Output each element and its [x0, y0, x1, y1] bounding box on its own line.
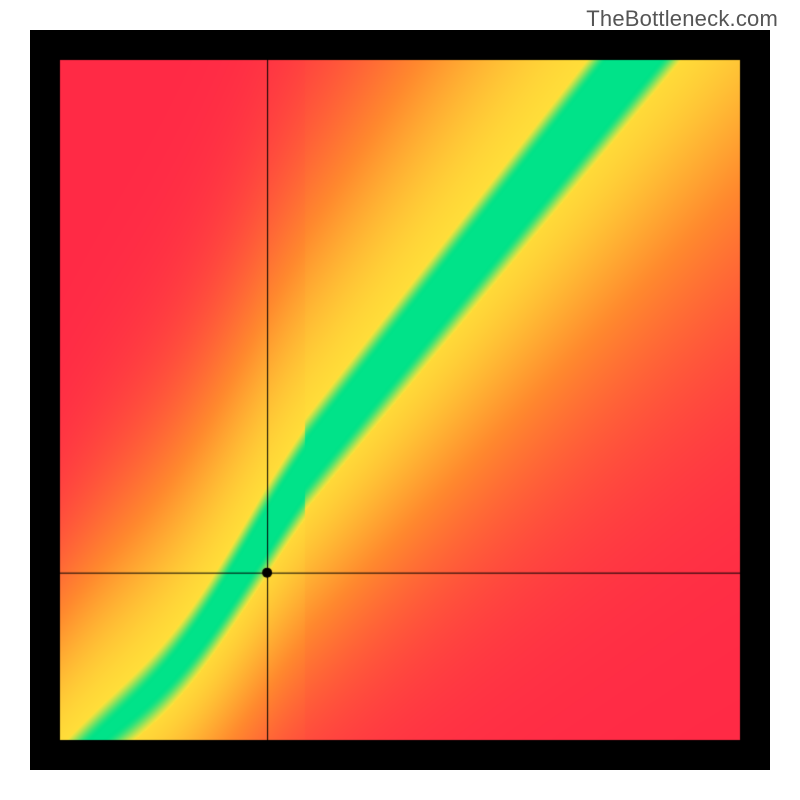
heatmap-plot: [30, 30, 770, 770]
watermark-text: TheBottleneck.com: [586, 6, 778, 32]
heatmap-canvas: [30, 30, 770, 770]
